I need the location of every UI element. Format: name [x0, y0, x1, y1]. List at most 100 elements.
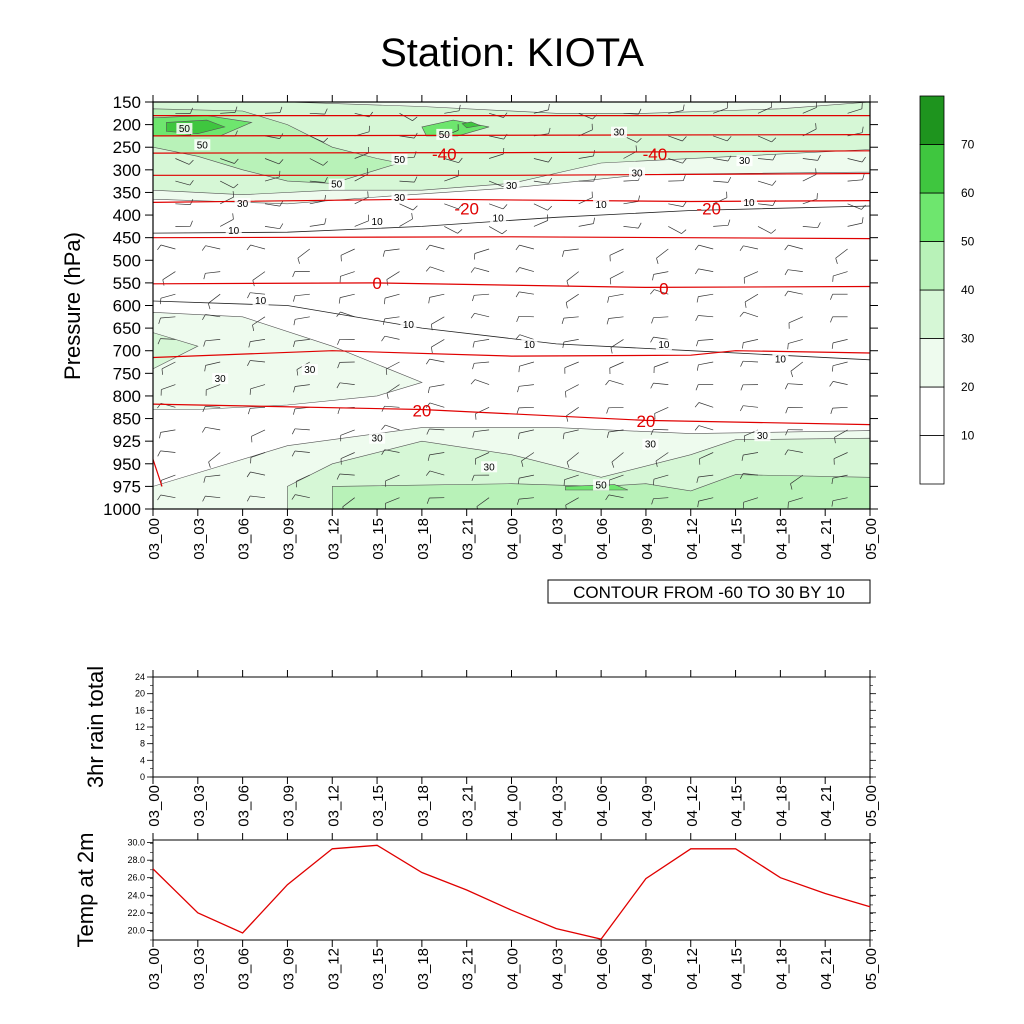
wind-barb — [444, 226, 458, 234]
wind-barb-flag — [740, 384, 744, 391]
wind-barb — [208, 452, 221, 463]
wind-barb — [623, 112, 639, 115]
y-tick-label: 850 — [113, 410, 141, 429]
wind-barb-flag — [293, 386, 296, 393]
wind-barb-flag — [297, 257, 300, 264]
wind-barb — [757, 203, 773, 206]
wind-barb-flag — [381, 424, 386, 430]
wind-barb — [802, 107, 817, 114]
contour-label-bg — [176, 123, 193, 134]
humidity-contour-label: 30 — [215, 374, 227, 385]
wind-barb-flag — [202, 495, 206, 502]
wind-barb — [668, 158, 683, 164]
wind-barb-flag — [682, 136, 687, 142]
wind-barb — [742, 360, 759, 363]
wind-barb-flag — [605, 494, 610, 501]
wind-barb-flag — [635, 145, 638, 152]
x-tick-label: 03_00 — [146, 518, 163, 560]
wind-barb-flag — [208, 461, 211, 468]
wind-barb-flag — [515, 244, 520, 251]
humidity-contour-label: 30 — [739, 156, 751, 167]
wind-barb-flag — [565, 505, 567, 509]
wind-barb — [743, 311, 759, 318]
wind-barb-flag — [521, 460, 524, 467]
wind-barb — [340, 452, 355, 459]
humidity-contour-label: 10 — [743, 198, 755, 209]
temp-series-line — [152, 844, 871, 940]
wind-barb — [474, 248, 490, 254]
wind-barb — [205, 339, 221, 342]
wind-barb — [489, 135, 504, 140]
wind-barb — [474, 429, 490, 433]
y-tick-label: 650 — [113, 319, 141, 338]
wind-barb-flag — [324, 176, 328, 183]
wind-barb — [475, 452, 490, 460]
wind-barb — [832, 406, 848, 409]
wind-barb — [698, 402, 714, 408]
wind-barb-flag — [565, 302, 568, 309]
contour-label-bg — [772, 353, 789, 365]
wind-barb — [429, 470, 445, 476]
wind-barb-flag — [727, 136, 732, 142]
wind-barb-flag — [787, 343, 789, 350]
wind-barb-flag — [784, 290, 789, 297]
wind-barb — [340, 293, 355, 298]
wind-barb — [566, 452, 579, 463]
wind-barb — [250, 471, 266, 476]
wind-barb — [250, 244, 266, 250]
wind-barb — [339, 382, 355, 385]
wind-barb-flag — [650, 336, 654, 343]
y-tick-label: 200 — [113, 116, 141, 135]
wind-barb — [608, 429, 624, 433]
x-tick-label: 04_09 — [639, 948, 656, 990]
x-tick-label: 04_00 — [505, 948, 522, 990]
wind-barb-flag — [232, 213, 234, 220]
wind-barb — [788, 339, 803, 344]
y-tick-label: 16 — [135, 705, 145, 715]
wind-barb-flag — [234, 158, 239, 164]
wind-barb — [474, 293, 490, 296]
wind-barb-flag — [425, 470, 431, 476]
y-tick-label: 350 — [113, 183, 141, 202]
wind-barb — [294, 384, 310, 387]
wind-barb-flag — [234, 106, 238, 113]
wind-barb — [252, 316, 266, 326]
wind-barb-flag — [790, 483, 793, 490]
wind-barb-flag — [203, 340, 206, 347]
wind-barb — [790, 474, 804, 484]
wind-barb-flag — [246, 495, 251, 502]
wind-barb-flag — [638, 108, 642, 115]
wind-barb-flag — [457, 229, 463, 234]
wind-barb — [533, 158, 549, 163]
wind-barb — [832, 497, 848, 502]
contour-info-label: CONTOUR FROM -60 TO 30 BY 10 — [573, 583, 845, 602]
wind-barb — [386, 384, 400, 394]
wind-barb — [429, 402, 445, 408]
wind-barb-flag — [815, 123, 817, 130]
x-tick-label: 04_06 — [594, 948, 611, 990]
wind-barb — [264, 112, 281, 114]
wind-barb — [294, 293, 310, 297]
x-tick-label: 05_00 — [863, 948, 880, 990]
wind-barb — [623, 179, 639, 182]
wind-barb-flag — [426, 358, 430, 365]
wind-barb — [205, 474, 221, 478]
x-tick-label: 03_03 — [191, 785, 208, 827]
wind-barb — [250, 452, 266, 458]
wind-barb — [339, 473, 355, 476]
contour-info-box — [547, 579, 871, 604]
y-tick-label: 30.0 — [127, 838, 145, 848]
wind-barb-flag — [233, 183, 239, 189]
temperature-contour-label: -40 — [432, 145, 457, 164]
wind-barb — [654, 406, 669, 414]
wind-barb-flag — [694, 425, 700, 431]
wind-barb-flag — [653, 479, 655, 486]
wind-barb — [653, 497, 669, 500]
wind-barb — [384, 293, 400, 299]
colorbar-box — [919, 338, 945, 388]
wind-barb-flag — [293, 319, 296, 326]
wind-barb — [309, 200, 325, 205]
x-tick-label: 04_21 — [818, 785, 835, 827]
wind-barb-flag — [246, 244, 251, 251]
colorbar-label: 70 — [961, 138, 975, 152]
